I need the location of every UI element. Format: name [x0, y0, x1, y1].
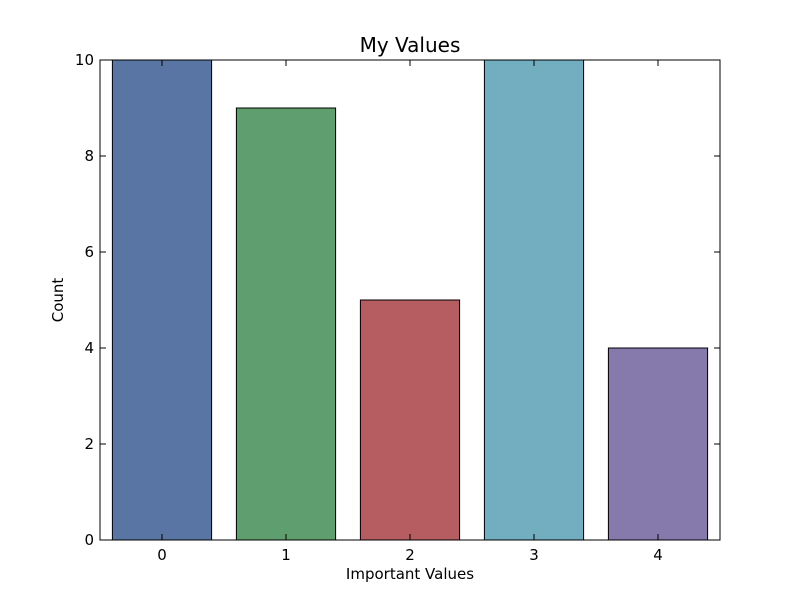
bar-1	[235, 107, 337, 541]
x-tick-label-4: 4	[653, 546, 663, 564]
x-tick-label-3: 3	[529, 546, 539, 564]
y-tick-label-4: 4	[84, 339, 94, 357]
x-tick-label-0: 0	[157, 546, 167, 564]
y-tick-label-2: 2	[84, 435, 94, 453]
bar-3	[483, 59, 585, 541]
plot-frame	[99, 59, 721, 541]
x-tick-label-1: 1	[281, 546, 291, 564]
bar-4	[607, 347, 709, 541]
x-axis-ticks: 0 1 2 3 4	[157, 60, 663, 564]
y-tick-label-10: 10	[75, 51, 94, 69]
y-tick-label-6: 6	[84, 243, 94, 261]
chart-title: My Values	[360, 33, 461, 57]
bar-0	[111, 59, 213, 541]
y-tick-label-0: 0	[84, 531, 94, 549]
bar-2	[359, 299, 461, 541]
y-tick-label-8: 8	[84, 147, 94, 165]
x-tick-label-2: 2	[405, 546, 415, 564]
bars-group	[111, 59, 709, 541]
y-axis-label: Count	[49, 278, 67, 323]
x-axis-label: Important Values	[346, 565, 474, 583]
